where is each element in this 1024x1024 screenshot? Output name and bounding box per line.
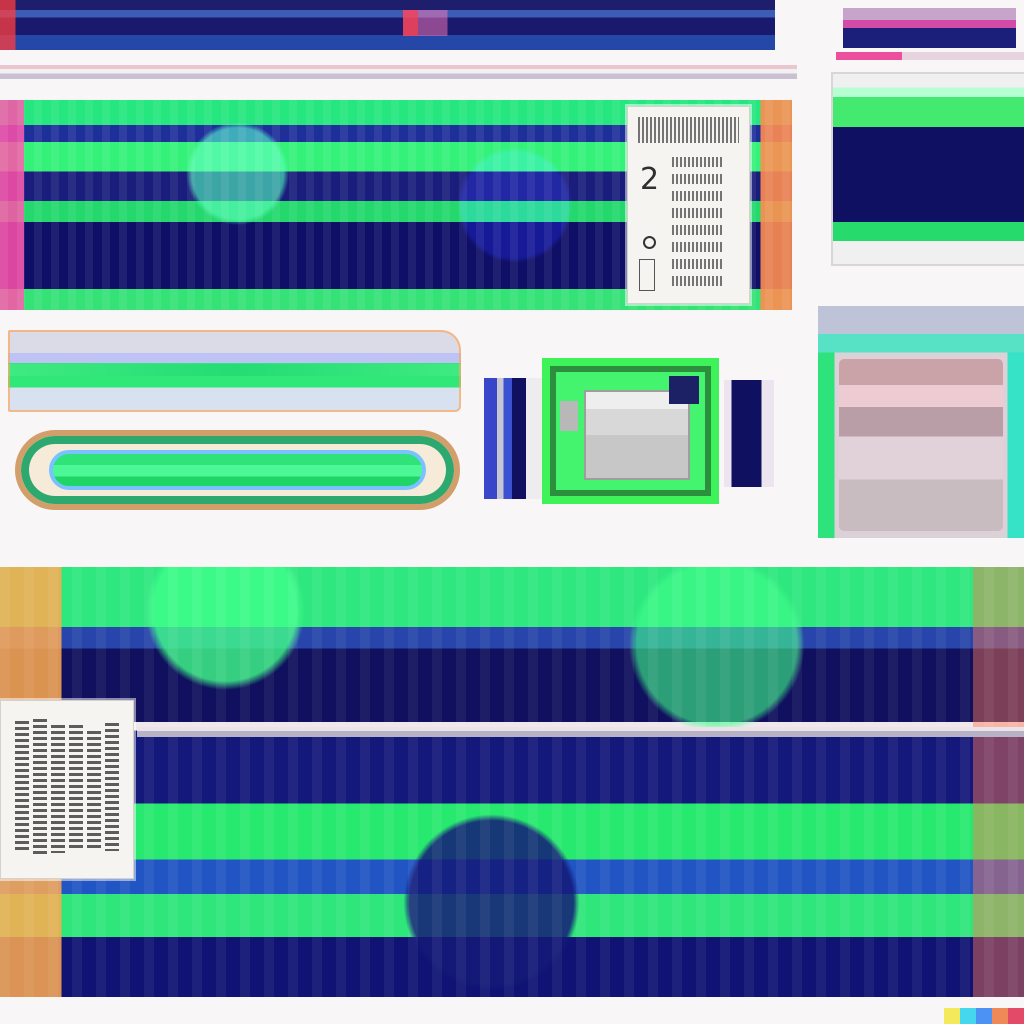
toggle-pill-control[interactable] [15, 430, 460, 510]
card-column-noise [69, 725, 83, 851]
card-line-noise [672, 259, 724, 269]
chip-side-block [669, 376, 699, 404]
chip-tail-widget [724, 380, 774, 487]
legend-red [1008, 1008, 1024, 1024]
card-line-noise [672, 191, 724, 201]
chip-screen [584, 390, 690, 480]
right-upper-photo-panel [831, 72, 1024, 266]
card-title-noise [638, 117, 739, 143]
bottom-divider [137, 727, 1024, 737]
bottom-glitch-panel [0, 567, 1024, 997]
top-strip [0, 0, 775, 50]
card-column-noise [105, 723, 119, 851]
card-line-noise [672, 225, 724, 235]
legend-orange [992, 1008, 1008, 1024]
chip-side-tab [560, 401, 578, 431]
bottom-label-card [0, 700, 134, 879]
card-line-noise [672, 276, 724, 286]
card-line-noise [672, 157, 724, 167]
card-line-noise [672, 242, 724, 252]
card-number: 2 [640, 162, 660, 197]
card-line-noise [672, 174, 724, 184]
card-column-noise [51, 725, 65, 853]
upper-label-card: 2 [627, 106, 750, 304]
legend-cyan [960, 1008, 976, 1024]
color-legend [944, 1008, 1024, 1024]
card-slot-icon [639, 259, 655, 291]
metal-tile [836, 356, 1006, 534]
card-circle-icon [643, 236, 656, 249]
card-column-noise [33, 719, 47, 855]
chip-panel [542, 358, 719, 504]
top-right-line [836, 52, 1024, 60]
mini-stack-widget [484, 378, 542, 499]
card-line-noise [672, 208, 724, 218]
horizontal-slider-panel[interactable] [8, 330, 461, 412]
legend-yellow [944, 1008, 960, 1024]
card-column-noise [87, 731, 101, 851]
right-middle-panel [818, 306, 1024, 538]
legend-blue [976, 1008, 992, 1024]
card-column-noise [15, 721, 29, 853]
top-right-chip [843, 8, 1016, 48]
top-divider [0, 65, 797, 79]
